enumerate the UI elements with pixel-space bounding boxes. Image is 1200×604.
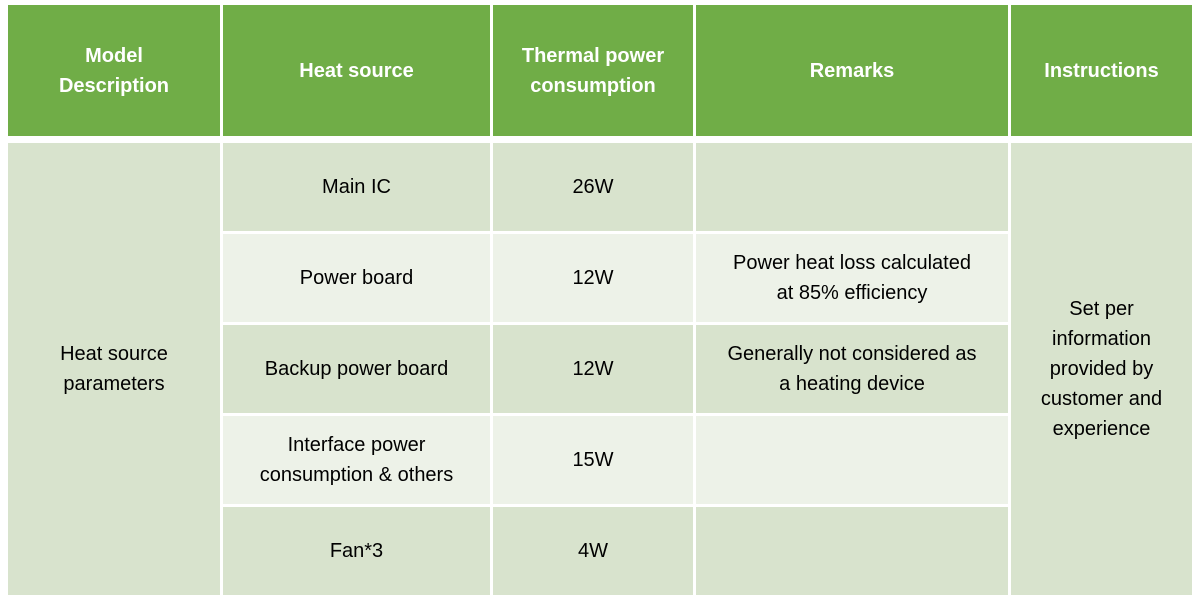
header-cell-instructions: Instructions: [1011, 5, 1192, 140]
cell-remark: [696, 507, 1008, 595]
cell-remark: Power heat loss calculated at 85% effici…: [696, 234, 1008, 322]
cell-heat-source: Power board: [223, 234, 490, 322]
cell-thermal-power: 26W: [493, 143, 693, 231]
header-cell-thermal-power-consumption: Thermal power consumption: [493, 5, 693, 140]
cell-model-description: Heat source parameters: [8, 143, 220, 595]
cell-heat-source: Main IC: [223, 143, 490, 231]
cell-heat-source: Interface power consumption & others: [223, 416, 490, 504]
cell-thermal-power: 15W: [493, 416, 693, 504]
cell-instructions: Set per information provided by customer…: [1011, 143, 1192, 595]
cell-remark: [696, 416, 1008, 504]
header-cell-model-description: Model Description: [8, 5, 220, 140]
cell-thermal-power: 12W: [493, 325, 693, 413]
cell-remark: [696, 143, 1008, 231]
header-cell-remarks: Remarks: [696, 5, 1008, 140]
cell-remark: Generally not considered as a heating de…: [696, 325, 1008, 413]
cell-heat-source: Fan*3: [223, 507, 490, 595]
cell-heat-source: Backup power board: [223, 325, 490, 413]
cell-thermal-power: 4W: [493, 507, 693, 595]
heat-source-parameters-table: Model Description Heat source Thermal po…: [8, 5, 1192, 595]
header-cell-heat-source: Heat source: [223, 5, 490, 140]
cell-thermal-power: 12W: [493, 234, 693, 322]
